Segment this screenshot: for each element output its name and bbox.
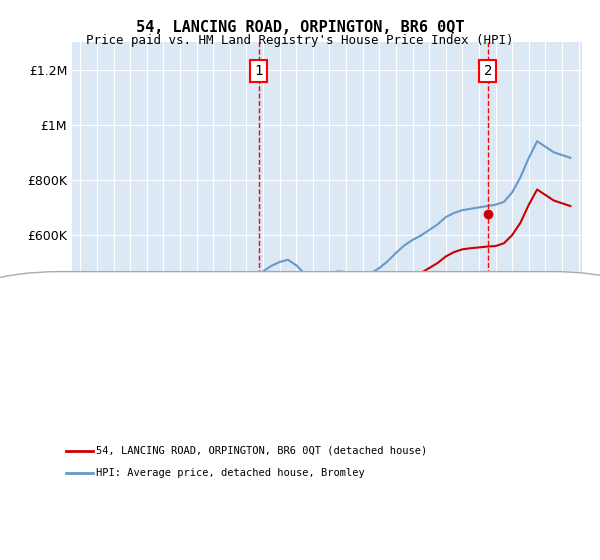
Text: 54, LANCING ROAD, ORPINGTON, BR6 0QT: 54, LANCING ROAD, ORPINGTON, BR6 0QT <box>136 20 464 35</box>
Text: HPI: Average price, detached house, Bromley: HPI: Average price, detached house, Brom… <box>96 468 365 478</box>
Text: 2: 2 <box>56 507 64 520</box>
Text: 21% ↓ HPI: 21% ↓ HPI <box>408 507 476 520</box>
Text: £675,000: £675,000 <box>288 507 348 520</box>
Text: 1: 1 <box>56 483 64 497</box>
Text: Contains HM Land Registry data © Crown copyright and database right 2024.
This d: Contains HM Land Registry data © Crown c… <box>60 526 452 546</box>
Text: 1: 1 <box>254 64 263 78</box>
Text: 19% ↓ HPI: 19% ↓ HPI <box>408 483 476 497</box>
Text: 10-JUL-2019: 10-JUL-2019 <box>132 507 215 520</box>
Text: £365,000: £365,000 <box>288 483 348 497</box>
Text: Price paid vs. HM Land Registry's House Price Index (HPI): Price paid vs. HM Land Registry's House … <box>86 34 514 46</box>
Text: 2: 2 <box>484 64 492 78</box>
Text: 54, LANCING ROAD, ORPINGTON, BR6 0QT (detached house): 54, LANCING ROAD, ORPINGTON, BR6 0QT (de… <box>96 446 427 456</box>
Text: 22-SEP-2005: 22-SEP-2005 <box>132 483 215 497</box>
